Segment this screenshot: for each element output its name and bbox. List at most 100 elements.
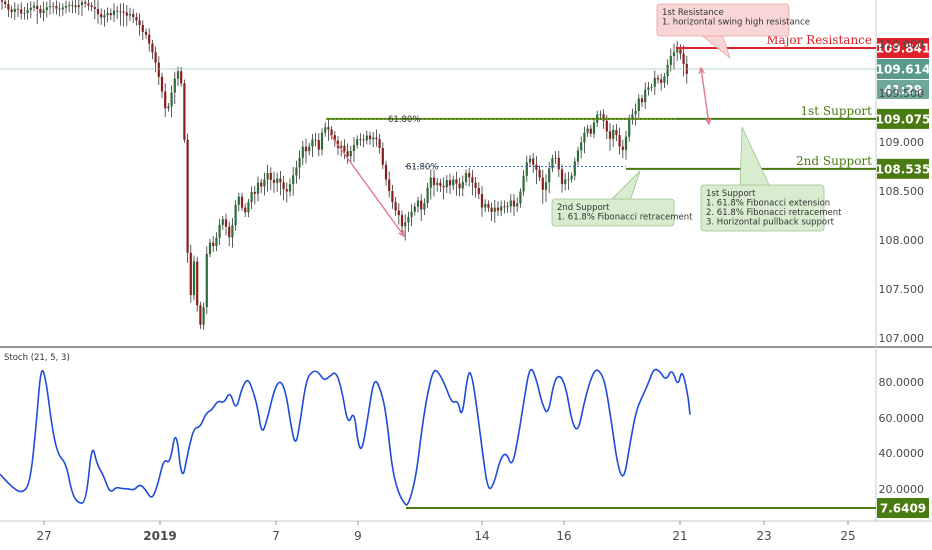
support1-note-text: 3. Horizontal pullback support [706, 218, 835, 228]
candle-body [74, 5, 77, 8]
candle-body [653, 77, 656, 87]
candle-body [282, 182, 285, 190]
stoch-level-tag [877, 498, 929, 518]
candle-body [372, 137, 375, 140]
candle-body [637, 98, 640, 112]
resistance-note-box [656, 3, 790, 37]
candle-body [452, 179, 455, 186]
candle-body [7, 4, 10, 10]
candle-body [112, 10, 116, 16]
candle-body [333, 135, 336, 141]
candle-body [612, 129, 615, 139]
time-tick-label: 14 [474, 529, 489, 543]
candle-body [391, 191, 394, 203]
candle-body [298, 157, 301, 168]
candle-body [247, 202, 250, 213]
candle-body [570, 175, 573, 180]
price-tick-label: 107.000 [879, 332, 925, 345]
candle-body [77, 5, 80, 8]
candle-body [29, 7, 32, 10]
candle-body [602, 114, 605, 121]
candle-body [599, 114, 602, 116]
candle-body [532, 158, 535, 165]
candle-body [186, 139, 189, 253]
candle-body [93, 7, 96, 9]
fib-label: 61.80% [406, 163, 438, 173]
candle-body [356, 139, 359, 146]
level-tag-label: 108.535 [876, 162, 931, 176]
candle-body [32, 5, 36, 8]
candle-body [87, 3, 90, 6]
candle-body [55, 6, 58, 9]
candle-body [538, 169, 541, 178]
candle-body [317, 140, 320, 150]
time-tick-label: 16 [556, 529, 571, 543]
candle-body [237, 196, 240, 205]
candle-body [148, 34, 151, 44]
candle-body [640, 98, 644, 103]
candle-body [4, 1, 7, 5]
candle-body [381, 147, 384, 165]
stoch-tick-label: 60.0000 [879, 412, 925, 425]
candle-body [272, 179, 276, 183]
stoch-tick-label: 40.0000 [879, 447, 925, 460]
candle-body [458, 183, 461, 189]
price-tick-label: 108.000 [879, 234, 925, 247]
candle-body [644, 89, 647, 103]
candle-body [493, 207, 496, 212]
candle-body [525, 162, 528, 176]
candle-body [352, 145, 356, 151]
candle-body [260, 182, 263, 187]
candle-body [464, 173, 468, 183]
time-tick-label: 25 [840, 529, 855, 543]
candle-body [682, 53, 685, 64]
candle-body [141, 24, 144, 32]
candle-body [103, 15, 106, 18]
candle-body [292, 175, 295, 185]
candle-body [375, 137, 378, 140]
candle-body [170, 92, 173, 107]
candle-body [474, 182, 477, 188]
candle-body [544, 182, 548, 190]
price-tick-label: 107.500 [879, 283, 925, 296]
candle-body [173, 78, 176, 93]
candle-body [132, 14, 135, 18]
candle-body [138, 20, 141, 25]
drop-arrow [329, 133, 405, 237]
candle-body [240, 196, 244, 208]
candle-body [650, 86, 653, 88]
candle-body [647, 87, 650, 90]
candle-body [624, 136, 628, 151]
candle-body [631, 114, 634, 119]
candle-body [84, 2, 87, 4]
candle-body [384, 164, 388, 180]
level-tag [877, 38, 929, 59]
candle-body [218, 224, 221, 238]
time-tick-label: 27 [36, 529, 51, 543]
candle-body [314, 139, 317, 141]
candle-body [295, 167, 298, 176]
candle-body [605, 120, 608, 132]
candle-body [410, 211, 413, 217]
candle-body [0, 0, 4, 2]
candle-body [429, 177, 432, 188]
candle-body [359, 139, 362, 140]
candle-body [80, 2, 84, 6]
candle-body [208, 242, 212, 254]
candle-body [308, 146, 311, 152]
price-tick-label: 110.000 [879, 38, 925, 51]
candle-body [615, 129, 618, 136]
price-tick-label: 109.500 [879, 87, 925, 100]
candle-body [557, 157, 560, 170]
candle-body [253, 191, 256, 194]
candle-body [589, 128, 592, 134]
countdown-label: 41:29 [884, 83, 922, 97]
candle-body [426, 187, 429, 204]
candle-body [656, 77, 660, 80]
candle-body [423, 203, 426, 210]
drop-arrow-head [398, 229, 405, 238]
candle-body [183, 83, 186, 140]
candle-body [420, 200, 423, 210]
